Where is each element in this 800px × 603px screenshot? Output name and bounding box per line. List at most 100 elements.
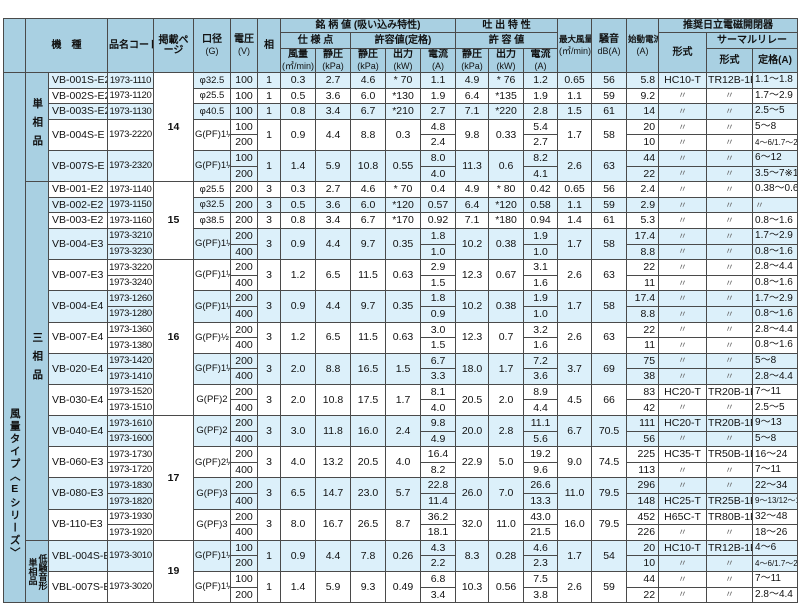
noise-cell: 58 [591,118,628,151]
relay-cell: 〃 [706,571,754,588]
acur-cell: 4.3 [419,539,457,557]
rating-cell: 〃 [752,196,799,214]
table-row: VB-080-E3 1973-1830 G(PF)3 200 3 6.5 14.7 23.0 5… [4,477,799,510]
noise-cell: 70.5 [591,415,628,448]
code-cell: 1973-1260 [107,290,154,307]
sp-cell: 4.4 [315,539,351,573]
volt-cell: 200 [230,352,258,370]
dout-cell: 0.6 [488,149,525,183]
code-cell: 1973-1830 [107,477,154,495]
rating-cell: 4～6 [752,539,799,557]
header-asp-label: 静圧 [358,49,378,60]
bore-cell: G(PF)1½ [193,149,231,183]
aout-cell: *120 [385,196,421,214]
dcur-cell: 2.7 [523,134,559,151]
dcur-cell: 0.42 [523,181,559,198]
code-cell: 1973-1120 [107,87,154,105]
noise-cell: 66 [591,383,628,417]
asp-cell: 9.7 [350,227,386,261]
sp-cell: 14.7 [315,477,351,510]
start-cell: 11 [626,337,660,354]
maxflow-cell: 1.4 [557,212,593,229]
header-maxflow-label: 最大風量 [559,34,592,44]
relay-cell: TR80B-1E [706,508,754,526]
dout-cell: 0.33 [488,118,525,151]
sp-cell: 13.2 [315,446,351,479]
maxflow-cell: 2.6 [557,570,593,603]
form-cell: HC25-T [658,493,708,510]
bore-cell: φ32.5 [193,196,231,214]
dsp-cell: 22.9 [455,446,490,479]
start-cell: 22 [626,586,660,603]
dout-cell: 0.38 [488,290,525,323]
sp-cell: 4.4 [315,118,351,151]
relay-cell: 〃 [706,430,754,448]
form-cell: 〃 [658,259,708,276]
phase-cell: 3 [257,227,281,261]
maxflow-cell: 1.7 [557,118,593,151]
dcur-cell: 9.6 [523,461,559,479]
dcur-cell: 13.3 [523,493,559,510]
header-dout-unit: (kW) [496,61,516,71]
noise-cell: 59 [591,570,628,603]
bore-cell: G(PF)2 [193,415,231,448]
asp-cell: 6.7 [350,212,386,229]
code-cell: 1973-3010 [107,539,154,573]
acur-cell: 0.4 [419,181,457,198]
code-cell: 1973-1720 [107,461,154,479]
dout-cell: * 80 [488,181,525,198]
flow-cell: 6.5 [280,477,316,510]
dout-cell: 0.7 [488,321,525,354]
sp-cell: 6.5 [315,259,351,292]
table-row: VB-007-E4 1973-1360 G(PF)½ 200 3 1.2 6.5 11.5 0.… [4,321,799,354]
asp-cell: 26.5 [350,508,386,541]
model-name: VB-007-E3 [48,259,108,292]
page-cell: 19 [153,539,194,603]
model-name: VB-001-E2 [48,181,108,198]
volt-cell: 200 [230,383,258,401]
table-row: 1973-3240 400 1.5 1.6 11 〃〃 0.8～1.6 [4,274,799,292]
relay-cell: 〃 [706,103,754,120]
start-cell: 83 [626,383,660,401]
code-cell: 1973-1600 [107,430,154,448]
relay-cell: TR12B-1E [706,539,754,557]
header-page-label: 掲載ページ [158,34,189,56]
flow-cell: 0.9 [280,539,316,573]
aout-cell: * 70 [385,72,421,89]
dout-cell: 0.56 [488,570,525,603]
form-cell: 〃 [658,165,708,183]
dsp-cell: 11.3 [455,149,490,183]
acur-cell: 18.1 [419,524,457,541]
acur-cell: 9.8 [419,415,457,432]
relay-cell: TR12B-1E [706,72,754,89]
rating-cell: 0.8～1.6 [752,337,799,354]
flow-cell: 4.0 [280,446,316,479]
header-code: 品名コード [107,18,154,73]
maxflow-cell: 6.7 [557,415,593,448]
code-cell: 1973-1150 [107,196,154,214]
sp-cell: 4.4 [315,227,351,261]
form-cell: 〃 [658,227,708,245]
dcur-cell: 1.9 [523,87,559,105]
code-cell: 1973-1410 [107,368,154,385]
relay-cell: 〃 [706,477,754,495]
header-sp-label: 静圧 [323,49,343,60]
dout-cell: 2.8 [488,415,525,448]
table-header: 機 種 品名コード 掲載ページ 口径(G) 電圧(V) 相 銘 柄 値 (吸い込… [3,18,799,73]
volt-cell: 200 [230,415,258,432]
noise-cell: 79.5 [591,477,628,510]
model-name: VB-030-E4 [48,383,108,417]
header-flow: 風量 (㎥/min) [280,48,316,73]
dcur-cell: 0.94 [523,212,559,229]
asp-cell: 10.8 [350,149,386,183]
header-flow-unit: (㎥/min) [282,61,314,71]
dout-cell: * 76 [488,72,525,89]
table-row: 1973-1410 400 3.3 3.6 38 〃〃 2.8～4.4 [4,368,799,385]
form-cell: 〃 [658,103,708,120]
phase-cell: 1 [257,539,281,573]
dout-cell: *220 [488,103,525,120]
start-cell: 2.9 [626,196,660,214]
noise-cell: 54 [591,539,628,573]
dout-cell: *180 [488,212,525,229]
bore-cell: φ25.5 [193,181,231,198]
